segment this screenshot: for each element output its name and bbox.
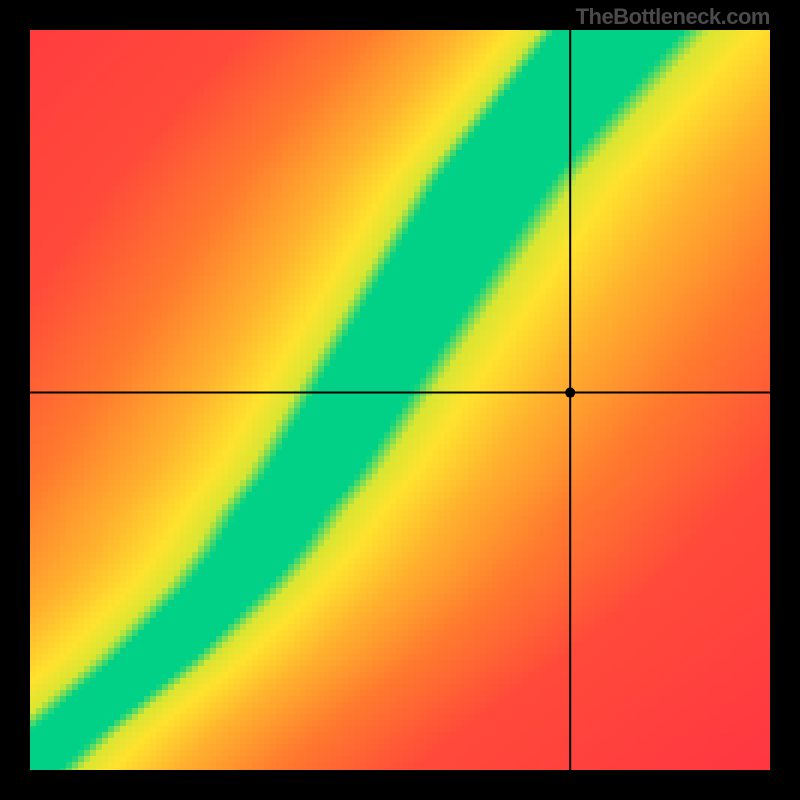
heatmap-plot	[30, 30, 770, 770]
heatmap-canvas	[30, 30, 770, 770]
chart-frame: TheBottleneck.com	[0, 0, 800, 800]
watermark-text: TheBottleneck.com	[576, 4, 770, 30]
